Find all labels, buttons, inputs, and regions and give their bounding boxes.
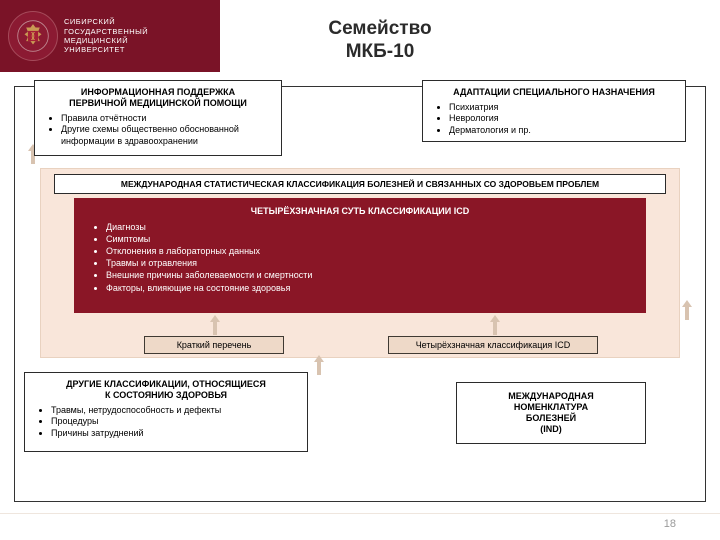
uni-line2: ГОСУДАРСТВЕННЫЙ [64,27,148,36]
b6-l3: БОЛЕЗНЕЙ [526,413,576,423]
b5-title: ДРУГИЕ КЛАССИФИКАЦИИ, ОТНОСЯЩИЕСЯ К СОСТ… [35,379,297,401]
list-item: Другие схемы общественно обоснованной ин… [61,124,271,147]
emblem-icon [16,19,50,53]
list-item: Диагнозы [106,221,632,233]
b4-list: Диагнозы Симптомы Отклонения в лаборатор… [88,221,632,294]
b4-title: ЧЕТЫРЁХЗНАЧНАЯ СУТЬ КЛАССИФИКАЦИИ ICD [88,206,632,217]
b1-list: Правила отчётности Другие схемы обществе… [45,113,271,148]
header-bar: СИБИРСКИЙ ГОСУДАРСТВЕННЫЙ МЕДИЦИНСКИЙ УН… [0,0,220,72]
list-item: Факторы, влияющие на состояние здоровья [106,282,632,294]
uni-line3: МЕДИЦИНСКИЙ [64,36,128,45]
list-item: Травмы, нетрудоспособность и дефекты [51,405,297,417]
b6-title: МЕЖДУНАРОДНАЯ НОМЕНКЛАТУРА БОЛЕЗНЕЙ (IND… [508,391,593,434]
list-item: Причины затруднений [51,428,297,440]
diagram-canvas: ИНФОРМАЦИОННАЯ ПОДДЕРЖКА ПЕРВИЧНОЙ МЕДИЦ… [14,80,706,508]
list-item: Симптомы [106,233,632,245]
tab-four-digit: Четырёхзначная классификация ICD [388,336,598,354]
b5-title-l1: ДРУГИЕ КЛАССИФИКАЦИИ, ОТНОСЯЩИЕСЯ [66,379,266,389]
b1-title: ИНФОРМАЦИОННАЯ ПОДДЕРЖКА ПЕРВИЧНОЙ МЕДИЦ… [45,87,271,109]
b1-title-l1: ИНФОРМАЦИОННАЯ ПОДДЕРЖКА [81,87,235,97]
list-item: Правила отчётности [61,113,271,125]
uni-line4: УНИВЕРСИТЕТ [64,45,125,54]
box-primary-care-support: ИНФОРМАЦИОННАЯ ПОДДЕРЖКА ПЕРВИЧНОЙ МЕДИЦ… [34,80,282,156]
b6-l4: (IND) [540,424,562,434]
footer-divider [0,513,720,514]
slide-title: Семейство МКБ-10 [230,18,530,64]
b1-title-l2: ПЕРВИЧНОЙ МЕДИЦИНСКОЙ ПОМОЩИ [69,98,247,108]
box-ind: МЕЖДУНАРОДНАЯ НОМЕНКЛАТУРА БОЛЕЗНЕЙ (IND… [456,382,646,444]
b3-title: МЕЖДУНАРОДНАЯ СТАТИСТИЧЕСКАЯ КЛАССИФИКАЦ… [121,179,599,189]
list-item: Процедуры [51,416,297,428]
box-special-adaptations: АДАПТАЦИИ СПЕЦИАЛЬНОГО НАЗНАЧЕНИЯ Психиа… [422,80,686,142]
b2-title: АДАПТАЦИИ СПЕЦИАЛЬНОГО НАЗНАЧЕНИЯ [433,87,675,98]
list-item: Психиатрия [449,102,675,114]
b2-list: Психиатрия Неврология Дерматология и пр. [433,102,675,137]
title-line1: Семейство [328,18,431,39]
title-line2: МКБ-10 [346,41,415,62]
list-item: Дерматология и пр. [449,125,675,137]
b5-title-l2: К СОСТОЯНИЮ ЗДОРОВЬЯ [105,390,227,400]
page-number: 18 [664,518,676,530]
b5-list: Травмы, нетрудоспособность и дефекты Про… [35,405,297,440]
box-icd-core: ЧЕТЫРЁХЗНАЧНАЯ СУТЬ КЛАССИФИКАЦИИ ICD Ди… [74,198,646,313]
university-emblem [8,11,58,61]
box-other-classifications: ДРУГИЕ КЛАССИФИКАЦИИ, ОТНОСЯЩИЕСЯ К СОСТ… [24,372,308,452]
b6-l2: НОМЕНКЛАТУРА [514,402,588,412]
tab-short-list: Краткий перечень [144,336,284,354]
list-item: Внешние причины заболеваемости и смертно… [106,269,632,281]
list-item: Травмы и отравления [106,257,632,269]
box-icd-header: МЕЖДУНАРОДНАЯ СТАТИСТИЧЕСКАЯ КЛАССИФИКАЦ… [54,174,666,194]
list-item: Отклонения в лабораторных данных [106,245,632,257]
b6-l1: МЕЖДУНАРОДНАЯ [508,391,593,401]
uni-line1: СИБИРСКИЙ [64,17,115,26]
list-item: Неврология [449,113,675,125]
university-name: СИБИРСКИЙ ГОСУДАРСТВЕННЫЙ МЕДИЦИНСКИЙ УН… [64,17,148,55]
